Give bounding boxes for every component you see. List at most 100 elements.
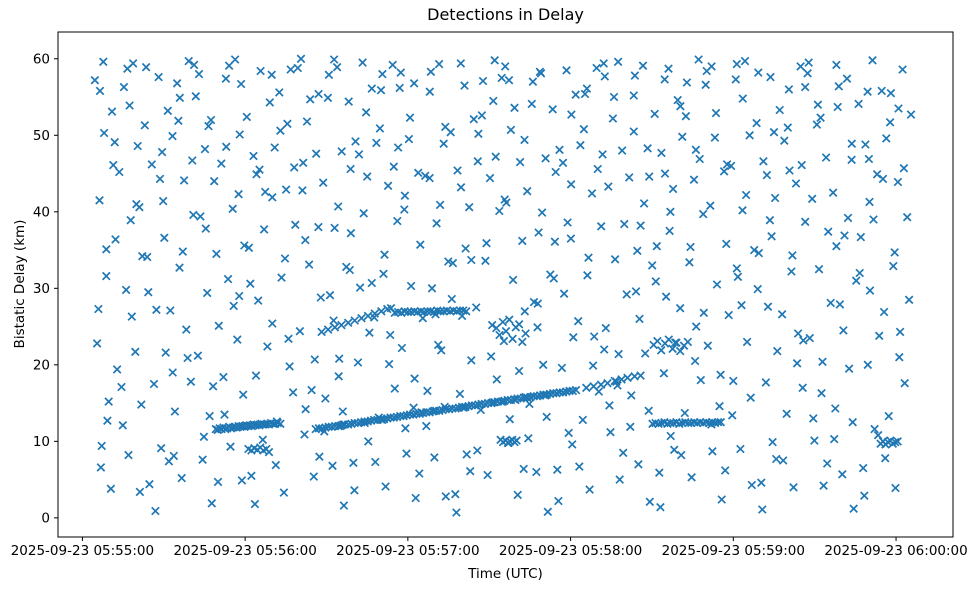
scatter-point (661, 292, 671, 302)
scatter-point (221, 142, 231, 152)
scatter-point (413, 168, 423, 178)
scatter-point (770, 193, 780, 203)
scatter-point (753, 284, 763, 294)
scatter-point (668, 184, 678, 194)
scatter-point (829, 434, 839, 444)
scatter-point (358, 58, 368, 68)
scatter-point (842, 74, 852, 84)
scatter-point (477, 110, 487, 120)
scatter-point (173, 116, 183, 126)
x-axis-label: Time (UTC) (468, 566, 543, 582)
scatter-point (405, 113, 415, 123)
scatter-point (214, 321, 224, 331)
scatter-point (133, 141, 143, 151)
scatter-point (300, 235, 310, 245)
scatter-point (855, 268, 865, 278)
scatter-point (618, 448, 628, 458)
scatter-point (280, 253, 290, 264)
scatter-point (170, 406, 180, 417)
scatter-point (528, 77, 538, 87)
scatter-point (350, 315, 360, 326)
scatter-point (822, 458, 832, 469)
scatter-point (858, 463, 868, 473)
scatter-point (689, 175, 699, 185)
scatter-point (224, 61, 234, 71)
scatter-point (631, 286, 641, 296)
scatter-point (549, 273, 559, 283)
scatter-point (564, 428, 574, 438)
scatter-point (498, 317, 508, 327)
scatter-point (447, 294, 457, 304)
scatter-point (666, 431, 676, 441)
scatter-point (228, 204, 238, 214)
scatter-point (101, 244, 111, 254)
scatter-point (629, 90, 639, 101)
scatter-point (639, 198, 649, 208)
scatter-point (265, 97, 275, 107)
scatter-point (699, 308, 709, 318)
scatter-point (92, 338, 102, 348)
scatter-point (501, 326, 511, 336)
scatter-point (389, 162, 399, 172)
scatter-point (245, 279, 255, 289)
scatter-point (752, 118, 762, 128)
scatter-point (370, 457, 380, 467)
scatter-point (854, 99, 864, 109)
scatter-point (141, 62, 151, 72)
scatter-point (712, 279, 722, 290)
scatter-point (707, 446, 717, 456)
scatter-point (193, 351, 203, 361)
scatter-point (644, 406, 654, 416)
scatter-point (362, 172, 372, 182)
scatter-point (596, 380, 606, 390)
scatter-point (675, 303, 685, 313)
scatter-point (614, 349, 624, 359)
scatter-point (94, 195, 105, 205)
scatter-point (283, 334, 294, 344)
scatter-point (651, 276, 661, 286)
scatter-point (826, 298, 836, 308)
scatter-point (894, 352, 904, 362)
scatter-point (543, 507, 553, 517)
scatter-point (178, 247, 188, 257)
scatter-point (293, 63, 303, 73)
scatter-point (809, 436, 819, 446)
scatter-point (200, 144, 210, 154)
scatter-point (323, 93, 333, 103)
scatter-point (191, 91, 201, 101)
scatter-point (828, 188, 838, 198)
scatter-point (800, 217, 810, 227)
scatter-point (765, 72, 776, 82)
scatter-point (807, 194, 817, 204)
scatter-point (585, 485, 595, 495)
scatter-point (847, 155, 857, 165)
scatter-point (598, 149, 608, 159)
scatter-point (177, 473, 187, 483)
scatter-point (767, 231, 777, 241)
scatter-point (337, 146, 347, 156)
scatter-point (344, 97, 354, 107)
scatter-point (118, 420, 128, 430)
scatter-point (338, 406, 348, 417)
scatter-point (491, 152, 501, 162)
scatter-point (732, 59, 742, 69)
scatter-point (234, 291, 244, 301)
scatter-point (508, 275, 518, 285)
scatter-point (643, 143, 653, 153)
scatter-point (603, 182, 613, 192)
scatter-point (610, 254, 620, 264)
scatter-point (258, 435, 268, 445)
scatter-point (519, 135, 530, 145)
scatter-point (411, 493, 421, 503)
scatter-point (731, 74, 741, 84)
scatter-point (271, 460, 281, 470)
scatter-point (757, 504, 767, 515)
scatter-point (902, 212, 912, 222)
scatter-point (472, 445, 482, 456)
scatter-point (461, 243, 471, 254)
scatter-point (703, 341, 713, 351)
scatter-point (793, 328, 803, 339)
scatter-point (401, 449, 412, 459)
scatter-point (619, 219, 629, 229)
